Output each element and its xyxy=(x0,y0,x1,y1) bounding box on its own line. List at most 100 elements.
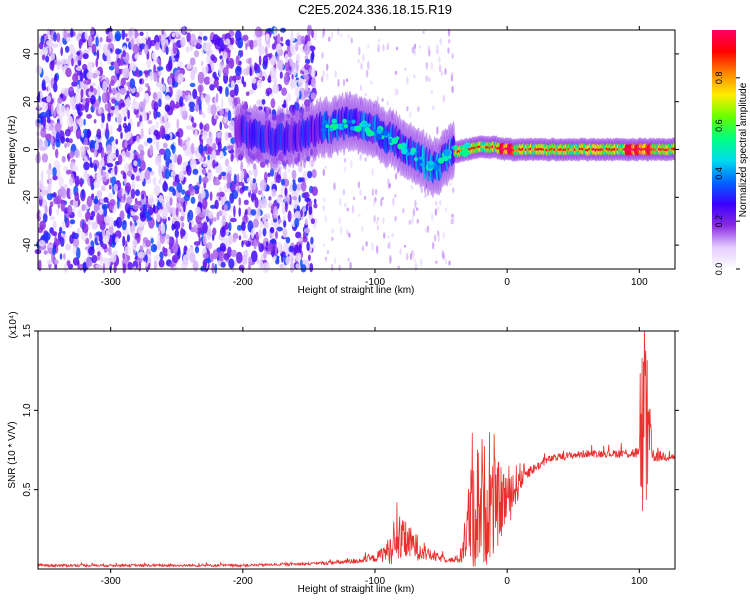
spectrogram-noise-cell xyxy=(223,116,228,124)
spectrogram-noise-cell xyxy=(212,34,219,46)
spectrogram-noise-cell xyxy=(87,61,93,71)
spectrogram-noise-cell xyxy=(100,253,103,265)
spectrogram-noise-cell xyxy=(305,81,309,92)
spectrogram-noise-cell xyxy=(114,30,122,42)
spectrogram-noise-cell xyxy=(199,31,203,37)
spectrogram-noise-cell xyxy=(347,257,350,262)
spectrogram-noise-cell xyxy=(246,163,251,168)
spectrogram-noise-cell xyxy=(182,259,189,267)
spectrogram-noise-cell xyxy=(310,92,317,100)
spectrogram-noise-cell xyxy=(126,90,130,96)
spectrogram-noise-cell xyxy=(129,220,133,227)
spectrogram-noise-cell xyxy=(452,187,455,193)
spectrogram-noise-cell xyxy=(240,50,244,57)
spectrogram-noise-cell xyxy=(258,44,265,56)
spectrogram-noise-cell xyxy=(267,43,271,48)
spectrogram-noise-cell xyxy=(425,61,428,70)
spectrogram-noise-cell xyxy=(45,55,50,63)
spectrogram-noise-cell xyxy=(51,103,54,116)
spectrogram-noise-cell xyxy=(156,72,160,83)
spectrogram-noise-cell xyxy=(46,95,51,103)
spectrogram-noise-cell xyxy=(432,105,435,110)
spectrogram-noise-cell xyxy=(153,184,161,197)
spectrogram-noise-cell xyxy=(132,135,138,142)
spectrogram-noise-cell xyxy=(77,59,82,67)
spectrogram-noise-cell xyxy=(155,121,160,129)
spectrogram-noise-cell xyxy=(270,98,276,109)
spectrogram-noise-cell xyxy=(208,131,213,143)
spectrogram-noise-cell xyxy=(352,196,356,200)
spectrogram-noise-cell xyxy=(301,180,307,192)
spectrogram-noise-cell xyxy=(76,34,81,42)
spectrogram-noise-cell xyxy=(97,86,101,98)
spectrogram-noise-cell xyxy=(253,238,257,250)
spectrogram-hotspot xyxy=(342,118,347,124)
spectrogram-noise-cell xyxy=(451,85,454,94)
spectrogram-noise-cell xyxy=(364,157,367,162)
spectrogram-noise-cell xyxy=(161,77,164,86)
spectrogram-noise-cell xyxy=(139,78,143,85)
spectrogram-noise-cell xyxy=(67,204,73,216)
spectrogram-noise-cell xyxy=(111,87,117,96)
spectrogram-noise-cell xyxy=(227,110,232,122)
spectrogram-noise-cell xyxy=(153,259,158,271)
spectrogram-noise-cell xyxy=(52,43,59,48)
spectrogram-noise-cell xyxy=(361,245,365,252)
spectrogram-noise-cell xyxy=(322,205,325,212)
spectrogram-noise-cell xyxy=(106,163,114,168)
spectrogram-noise-cell xyxy=(158,98,162,108)
spectrogram-noise-cell xyxy=(100,185,106,192)
spectrogram-noise-cell xyxy=(108,216,114,228)
spectrogram-noise-cell xyxy=(172,180,178,187)
spectrogram-noise-cell xyxy=(211,262,215,274)
spectrogram-noise-cell xyxy=(95,57,99,68)
spectrogram-noise-cell xyxy=(102,262,106,274)
spectrogram-noise-cell xyxy=(126,96,131,107)
spectrogram-noise-cell xyxy=(263,220,269,229)
spectrogram-noise-cell xyxy=(87,219,92,226)
spectrogram-noise-cell xyxy=(101,203,108,210)
spectrogram-noise-cell xyxy=(82,79,89,85)
spectrogram-noise-cell xyxy=(214,199,219,210)
spectrogram-noise-cell xyxy=(328,36,331,42)
spectrogram-noise-cell xyxy=(146,58,152,69)
spectrogram-noise-cell xyxy=(386,42,390,51)
spectrogram-noise-cell xyxy=(219,108,224,116)
spectrogram-noise-cell xyxy=(156,212,161,223)
spectrogram-noise-cell xyxy=(209,253,214,262)
spectrogram-noise-cell xyxy=(105,122,109,134)
spectrogram-noise-cell xyxy=(137,158,141,168)
spectrogram-noise-cell xyxy=(361,225,364,232)
spectrogram-noise-cell xyxy=(129,78,136,89)
spectrogram-noise-cell xyxy=(114,105,120,116)
spectrogram-noise-cell xyxy=(202,112,206,119)
spectrogram-noise-cell xyxy=(304,44,311,56)
spectrogram-noise-cell xyxy=(243,81,247,88)
spectrogram-noise-cell xyxy=(297,177,303,183)
spectrogram-y-ticks: -40 -20 0 20 40 xyxy=(22,48,679,252)
spectrogram-noise-cell xyxy=(139,149,145,157)
spectrogram-noise-cell xyxy=(228,222,232,232)
spectrogram-noise-cell xyxy=(360,62,363,70)
spectrogram-noise-cell xyxy=(38,41,44,50)
spectrogram-noise-cell xyxy=(278,165,282,170)
spectrogram-noise-cell xyxy=(270,54,277,66)
spectrogram-noise-cell xyxy=(417,106,420,112)
spectrogram-noise-cell xyxy=(75,66,82,71)
spectrogram-noise-cell xyxy=(177,60,184,68)
spectrogram-noise-cell xyxy=(103,152,107,164)
spectrogram-noise-cell xyxy=(44,139,48,150)
spectrogram-noise-cell xyxy=(406,106,409,112)
spectrogram-noise-cell xyxy=(48,41,54,46)
spectrogram-noise-cell xyxy=(121,29,126,40)
spectrogram-noise-cell xyxy=(42,115,47,127)
spectrogram-noise-cell xyxy=(212,227,217,236)
spectrogram-noise-cell xyxy=(93,119,97,124)
spectrogram-noise-cell xyxy=(183,200,186,212)
spectrogram-noise-cell xyxy=(396,88,399,96)
spectrogram-noise-cell xyxy=(392,197,395,206)
spectrogram-noise-cell xyxy=(263,249,268,260)
spectrogram-noise-cell xyxy=(209,191,213,201)
spectrogram-noise-cell xyxy=(273,27,277,38)
spectrogram-noise-cell xyxy=(343,166,347,172)
